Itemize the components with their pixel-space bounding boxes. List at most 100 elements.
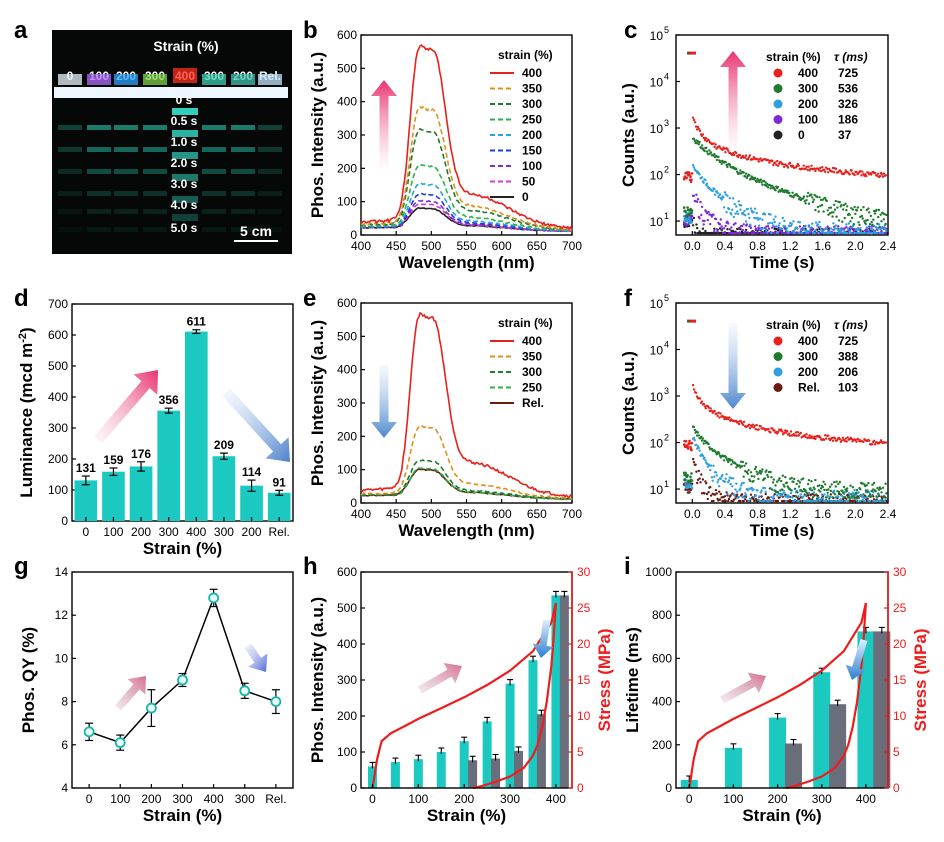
data-point (759, 425, 762, 428)
data-point (753, 475, 756, 478)
data-point (713, 153, 716, 156)
data-point (757, 477, 760, 481)
data-point (794, 431, 798, 434)
legend-label: 300 (798, 82, 818, 96)
data-point (848, 173, 851, 176)
x-tick-label: 1.2 (782, 507, 799, 521)
data-point (746, 489, 749, 492)
data-point (769, 213, 772, 216)
x-axis-label: Strain (%) (143, 539, 222, 558)
unloading-bar (829, 704, 847, 788)
strip-glow (173, 68, 197, 83)
data-point (790, 476, 793, 480)
data-point (799, 431, 802, 435)
unloading-arrow (532, 619, 554, 658)
glow-strip (143, 125, 167, 130)
x-tick-label: 300 (812, 792, 832, 806)
data-point (823, 493, 826, 496)
data-point (824, 170, 827, 173)
data-point (712, 213, 715, 216)
data-point (807, 436, 810, 439)
data-point (726, 147, 729, 151)
data-point (798, 225, 802, 228)
data-point (764, 490, 767, 494)
data-point (716, 414, 719, 418)
data-point (782, 483, 785, 486)
data-point (833, 493, 837, 496)
data-point (751, 158, 754, 161)
data-point (691, 224, 695, 227)
y-tick-exponent: 3 (664, 118, 669, 128)
right-y-tick-label: 25 (577, 601, 591, 615)
data-point (804, 224, 807, 228)
data-point (885, 229, 888, 233)
legend-tau: 326 (838, 97, 858, 111)
data-point (780, 494, 784, 497)
data-point (778, 496, 781, 499)
right-y-tick-label: 30 (893, 565, 907, 579)
data-point (700, 176, 704, 179)
data-point (765, 184, 768, 188)
y-tick-label: 200 (652, 738, 672, 752)
legend-label: 300 (522, 97, 542, 111)
data-point (710, 215, 714, 218)
data-point (718, 416, 721, 419)
data-point (764, 492, 767, 496)
data-point (690, 172, 694, 175)
data-point (690, 442, 694, 445)
data-point (842, 491, 845, 494)
x-tick-label: 0 (369, 792, 376, 806)
x-axis-label: Strain (%) (427, 806, 506, 825)
y-tick-label: 100 (48, 483, 68, 497)
bar-value-label: 611 (187, 315, 207, 329)
glow-strip (87, 147, 111, 152)
data-point (803, 499, 806, 503)
x-tick-label: 550 (456, 239, 476, 253)
decrease-arrow (244, 643, 268, 672)
data-point (793, 477, 796, 481)
glow-strip (202, 169, 226, 174)
data-point (855, 440, 858, 443)
x-tick-label: 300 (235, 792, 255, 806)
data-point (871, 443, 874, 446)
data-point (724, 477, 727, 480)
data-point (771, 184, 774, 187)
data-point (819, 228, 823, 231)
data-point (762, 179, 766, 183)
legend-label: 150 (522, 144, 542, 158)
data-point (817, 231, 820, 235)
data-point (702, 136, 706, 140)
data-point (876, 172, 880, 175)
data-point (711, 479, 714, 482)
data-point (719, 412, 722, 415)
data-point (737, 495, 740, 499)
glow-strip (202, 227, 226, 232)
data-point (738, 464, 741, 467)
time-label: 2.0 s (171, 156, 198, 170)
data-point (814, 169, 817, 173)
data-point (709, 464, 713, 467)
data-point (728, 228, 731, 231)
data-point (744, 492, 747, 495)
increase-arrow (720, 51, 746, 153)
x-tick-label: 550 (456, 507, 476, 521)
y-axis-label: Phos. Intensity (a.u.) (308, 320, 327, 486)
panel-label-i: i (624, 553, 631, 580)
data-point (863, 499, 866, 503)
data-point (768, 499, 771, 503)
data-point (791, 164, 795, 167)
data-point (741, 228, 745, 232)
data-point (735, 205, 738, 208)
glow-strip (58, 147, 82, 152)
data-point (747, 231, 750, 235)
data-point (856, 231, 859, 235)
data-point (706, 218, 709, 222)
decay-series-200 (682, 164, 888, 235)
data-point (825, 437, 828, 440)
data-point (739, 231, 742, 235)
data-point (769, 187, 772, 190)
data-point (865, 226, 868, 229)
x-tick-label: 2.4 (880, 239, 897, 253)
data-point (820, 493, 824, 496)
data-point (801, 490, 804, 493)
